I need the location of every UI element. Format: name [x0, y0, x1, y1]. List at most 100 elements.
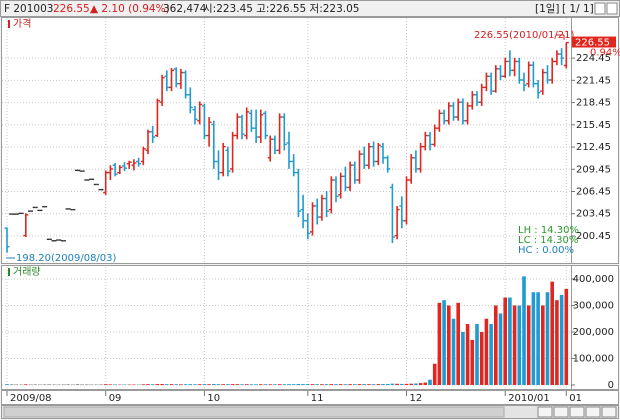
- volume-bar: [5, 384, 9, 385]
- volume-bar: [404, 383, 409, 385]
- volume-bar: [456, 302, 460, 385]
- volume-bar: [564, 288, 569, 385]
- close-button[interactable]: [606, 2, 618, 15]
- volume-bar: [437, 302, 442, 385]
- volume-bar: [376, 384, 381, 385]
- x-axis-panel: [1, 390, 619, 405]
- y-tick-label: 224.45: [576, 53, 611, 64]
- panel-marker: [8, 20, 10, 28]
- period-button[interactable]: [1일]: [535, 2, 560, 15]
- volume-bar: [24, 384, 28, 385]
- volume-bar: [244, 384, 249, 385]
- volume-bar: [160, 384, 164, 385]
- volume-bar: [150, 384, 155, 385]
- stat: HC : 0.00%: [518, 245, 574, 256]
- high-annotation: 226.55(2010/01/21): [474, 30, 575, 41]
- volume-bar: [348, 384, 352, 385]
- panel-title: 거래량: [13, 266, 41, 278]
- volume-bar: [517, 305, 522, 385]
- volume-bar: [174, 384, 178, 385]
- volume-bar: [287, 384, 291, 385]
- volume-bar: [165, 384, 169, 385]
- volume-bar: [343, 384, 348, 385]
- volume-bar: [531, 292, 536, 385]
- last-price: 226.55: [575, 38, 610, 49]
- scroll-thumb[interactable]: [3, 406, 505, 418]
- volume-bar: [414, 383, 418, 385]
- scroll-end[interactable]: [601, 406, 617, 418]
- y-tick-label: 215.45: [576, 120, 611, 131]
- volume-bar: [202, 384, 207, 385]
- marks: [2, 18, 571, 390]
- zoom-out[interactable]: [569, 406, 585, 418]
- volume-bar: [475, 324, 479, 385]
- volume-bar: [193, 384, 197, 385]
- volume-bar: [385, 384, 390, 385]
- y-tick-label: 100,000: [573, 353, 614, 364]
- y-tick-label: 200,000: [573, 327, 614, 338]
- volume-bar: [423, 382, 428, 385]
- volume-bar: [428, 379, 432, 385]
- volume-bar: [338, 384, 343, 385]
- volume-bar: [240, 384, 244, 385]
- volume: 362,474: [163, 3, 207, 15]
- volume-bar: [183, 384, 188, 385]
- volume-bar: [291, 384, 296, 385]
- last-change: 0.94%: [590, 48, 620, 59]
- volume-bar: [494, 305, 498, 385]
- y-tick-label: 218.45: [576, 98, 611, 109]
- page-button[interactable]: [ 1/ 1]: [562, 3, 594, 15]
- y-tick-label: 400,000: [573, 274, 614, 285]
- menu-button[interactable]: [594, 2, 606, 15]
- volume-bar: [470, 339, 475, 385]
- y-tick-label: 200.45: [576, 231, 611, 242]
- y-tick-label: 203.45: [576, 209, 611, 220]
- y-tick-label: 212.45: [576, 142, 611, 153]
- x-tick-label: 09: [109, 393, 122, 404]
- volume-bar: [367, 384, 371, 385]
- x-tick-label: 2009/08: [10, 393, 52, 404]
- zoom-in[interactable]: [553, 406, 569, 418]
- volume-bar: [324, 384, 329, 385]
- volume-bar: [259, 384, 263, 385]
- scroll-right[interactable]: [585, 406, 601, 418]
- volume-bar: [197, 384, 202, 385]
- x-tick-label: 11: [311, 393, 324, 404]
- volume-bar: [207, 384, 211, 385]
- volume-bar: [329, 384, 334, 385]
- stat: LH : 14.30%: [518, 225, 579, 236]
- change: ▲ 2.10 (0.94%): [90, 3, 170, 15]
- volume-bar: [301, 384, 305, 385]
- volume-bar: [451, 318, 456, 385]
- volume-bar: [273, 384, 277, 385]
- volume-bar: [296, 383, 301, 385]
- volume-bar: [512, 305, 517, 385]
- price: 226.55: [53, 3, 90, 15]
- volume-bar: [263, 384, 268, 385]
- panel-title: 가격: [13, 17, 31, 30]
- volume-bar: [442, 300, 446, 385]
- volume-bar: [249, 384, 254, 385]
- low-annotation: 198.20(2009/08/03): [16, 253, 117, 264]
- volume-bar: [550, 281, 554, 385]
- volume-bar: [320, 384, 324, 385]
- volume-bar: [508, 297, 512, 385]
- volume-bar: [555, 300, 559, 385]
- volume-bar: [479, 331, 484, 385]
- stat: LC : 14.30%: [518, 235, 578, 246]
- volume-bar: [353, 384, 357, 385]
- volume-bar: [357, 384, 362, 385]
- volume-bar: [310, 384, 315, 385]
- volume-bar: [216, 384, 221, 385]
- volume-bar: [334, 384, 338, 385]
- volume-bar: [400, 383, 404, 385]
- volume-bar: [371, 384, 376, 385]
- volume-bar: [536, 292, 540, 385]
- volume-bar: [254, 384, 258, 385]
- volume-bar: [484, 318, 489, 385]
- volume-bar: [541, 305, 545, 385]
- volume-bar: [188, 384, 193, 385]
- volume-bar: [179, 384, 183, 385]
- scroll-left[interactable]: [537, 406, 553, 418]
